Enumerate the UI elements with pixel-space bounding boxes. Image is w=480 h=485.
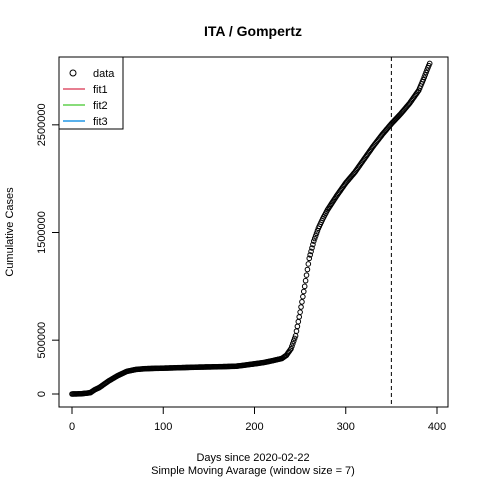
y-tick-label: 1500000	[36, 211, 48, 254]
y-axis: 0 500000 1500000 2500000	[36, 103, 59, 397]
y-tick-label: 2500000	[36, 103, 48, 146]
data-point	[304, 273, 309, 278]
chart-title: ITA / Gompertz	[204, 23, 302, 39]
data-point	[297, 315, 302, 320]
legend: data fit1 fit2 fit3	[59, 57, 123, 129]
x-tick-label: 300	[337, 421, 355, 433]
legend-label-fit1: fit1	[93, 84, 108, 96]
x-axis-sublabel: Simple Moving Avarage (window size = 7)	[151, 465, 355, 477]
y-tick-label: 0	[36, 391, 48, 397]
data-point	[300, 300, 305, 305]
x-tick-label: 100	[154, 421, 172, 433]
data-point	[306, 262, 311, 267]
x-tick-label: 0	[69, 421, 75, 433]
data-point	[295, 324, 300, 329]
legend-label-fit3: fit3	[93, 116, 108, 128]
x-axis-label: Days since 2020-02-22	[196, 452, 309, 464]
data-point	[303, 278, 308, 283]
data-point	[294, 329, 299, 334]
legend-label-data: data	[93, 68, 115, 80]
data-point	[299, 305, 304, 310]
x-tick-label: 200	[245, 421, 263, 433]
x-tick-label: 400	[428, 421, 446, 433]
data-point	[296, 319, 301, 324]
data-point	[301, 294, 306, 299]
data-point	[301, 289, 306, 294]
y-axis-label: Cumulative Cases	[4, 187, 16, 277]
data-points	[70, 61, 432, 396]
y-tick-label: 500000	[36, 322, 48, 359]
data-point	[298, 310, 303, 315]
data-point	[302, 284, 307, 289]
x-axis: 0 100 200 300 400	[69, 407, 446, 433]
data-point	[305, 267, 310, 272]
legend-label-fit2: fit2	[93, 100, 108, 112]
